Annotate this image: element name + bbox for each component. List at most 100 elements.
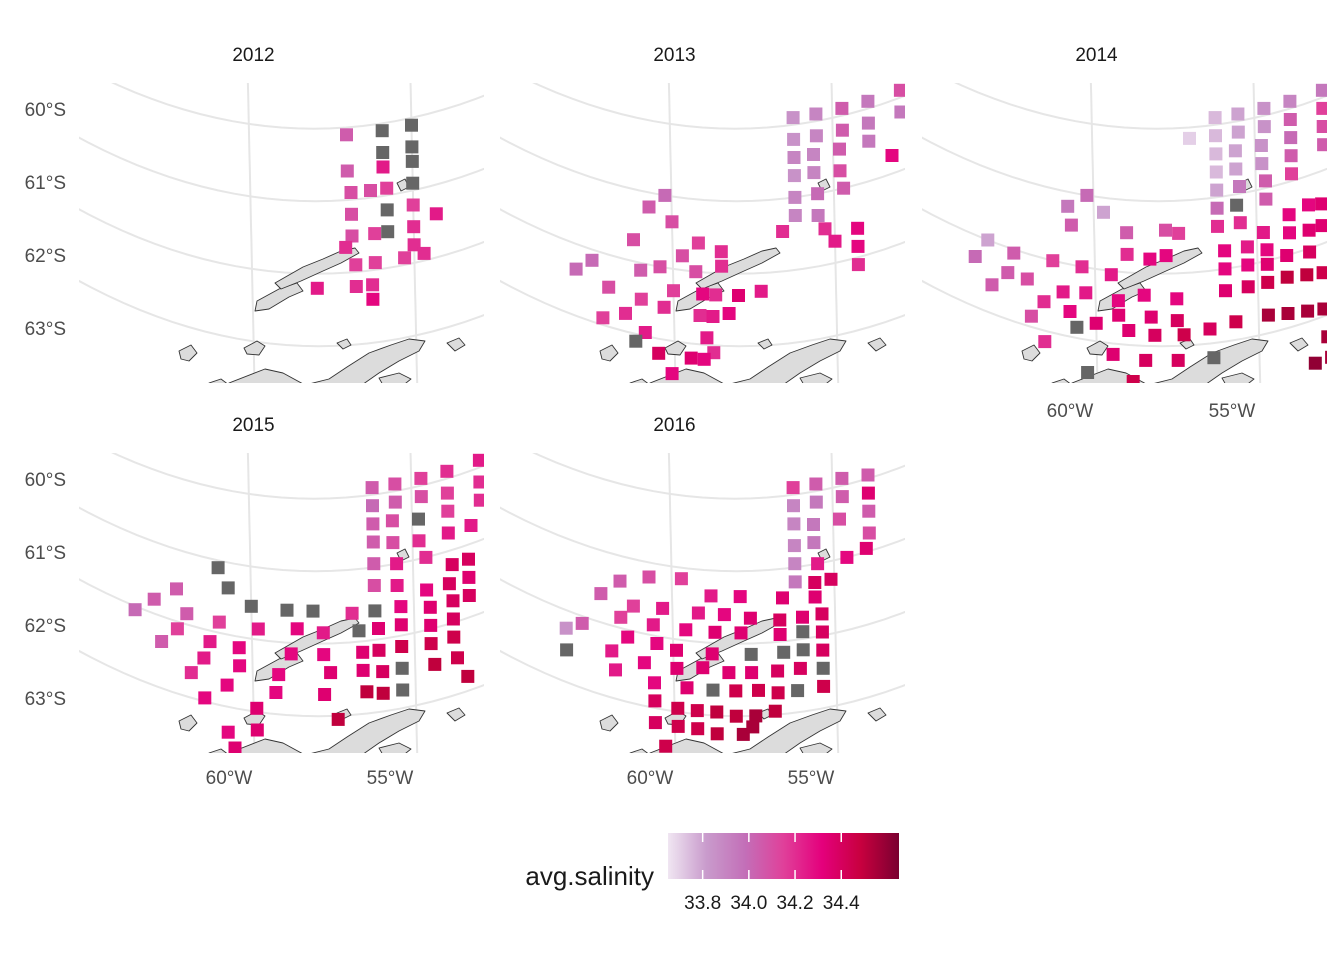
salinity-cell bbox=[1321, 330, 1327, 344]
salinity-cell bbox=[1257, 101, 1271, 115]
missing-cell bbox=[306, 604, 320, 618]
parallel-line bbox=[922, 279, 1327, 348]
salinity-cell bbox=[752, 683, 765, 697]
salinity-cell bbox=[609, 663, 622, 677]
salinity-cell bbox=[366, 535, 380, 549]
salinity-cell bbox=[787, 517, 801, 531]
salinity-cell bbox=[1261, 275, 1275, 289]
salinity-cell bbox=[1282, 208, 1296, 222]
salinity-cell bbox=[652, 346, 666, 360]
salinity-cell bbox=[498, 539, 511, 552]
salinity-cell bbox=[376, 686, 390, 700]
missing-cell bbox=[406, 176, 420, 190]
salinity-cell bbox=[793, 661, 807, 675]
salinity-cell bbox=[1170, 314, 1184, 328]
salinity-cell bbox=[729, 684, 743, 698]
salinity-cell bbox=[345, 207, 358, 221]
salinity-cell bbox=[1210, 201, 1224, 215]
salinity-cell bbox=[1143, 252, 1157, 266]
panel-2014: 2014 bbox=[922, 45, 1344, 383]
lon-label-60-panel-2016: 60°W bbox=[627, 768, 674, 789]
salinity-cell bbox=[613, 574, 627, 588]
salinity-cell bbox=[811, 187, 825, 201]
legend-tick-label: 33.8 bbox=[684, 893, 721, 914]
salinity-cell bbox=[386, 536, 400, 550]
salinity-cell bbox=[648, 694, 662, 708]
land-masses bbox=[178, 178, 466, 447]
salinity-cell bbox=[689, 265, 703, 279]
salinity-cell bbox=[1120, 226, 1134, 240]
salinity-cell bbox=[861, 94, 875, 108]
salinity-cell bbox=[771, 686, 785, 700]
salinity-cell bbox=[1218, 262, 1232, 276]
salinity-cell bbox=[1046, 254, 1060, 268]
salinity-cell bbox=[862, 504, 876, 518]
salinity-cell bbox=[488, 532, 501, 545]
lon-label-60-panel-2014: 60°W bbox=[1047, 401, 1094, 422]
salinity-cell bbox=[788, 209, 802, 222]
land-shape bbox=[599, 344, 619, 362]
salinity-cell bbox=[968, 250, 982, 263]
salinity-cell bbox=[657, 300, 671, 314]
salinity-cell bbox=[1333, 96, 1344, 109]
panel-2012: 2012 bbox=[79, 45, 484, 447]
panel-title-2016: 2016 bbox=[653, 415, 695, 436]
land-shape bbox=[336, 338, 352, 350]
salinity-cell bbox=[1260, 257, 1274, 271]
salinity-cell bbox=[807, 148, 820, 161]
salinity-cell bbox=[446, 594, 460, 608]
salinity-cell bbox=[284, 647, 298, 661]
salinity-cell bbox=[324, 666, 338, 680]
graticule bbox=[922, 83, 1327, 383]
salinity-cell bbox=[837, 181, 851, 195]
salinity-cell bbox=[861, 486, 875, 500]
salinity-cell bbox=[700, 331, 714, 345]
salinity-cell bbox=[835, 123, 849, 137]
missing-cell bbox=[560, 643, 574, 657]
lat-label-62-bottom: 62°S bbox=[25, 616, 66, 637]
missing-cell bbox=[493, 614, 506, 627]
salinity-cell bbox=[198, 691, 212, 705]
meridian-line bbox=[667, 83, 677, 383]
salinity-cell bbox=[787, 132, 801, 146]
salinity-cell bbox=[398, 251, 412, 265]
salinity-cell bbox=[670, 661, 684, 675]
salinity-cell bbox=[1283, 113, 1297, 126]
salinity-cell bbox=[490, 473, 503, 486]
salinity-cell bbox=[835, 471, 849, 485]
salinity-cell bbox=[861, 116, 875, 130]
salinity-cell bbox=[816, 643, 830, 657]
missing-cell bbox=[244, 599, 258, 613]
land-shape bbox=[867, 707, 887, 722]
salinity-cell bbox=[1316, 120, 1327, 133]
salinity-cell bbox=[745, 666, 759, 680]
salinity-cell bbox=[602, 280, 616, 294]
salinity-cell bbox=[1020, 272, 1034, 286]
salinity-cell bbox=[1120, 247, 1134, 261]
salinity-cell bbox=[833, 142, 846, 156]
salinity-cell bbox=[1106, 347, 1120, 361]
salinity-cell bbox=[1061, 199, 1075, 213]
graticule bbox=[500, 83, 905, 383]
salinity-cell bbox=[833, 512, 846, 526]
salinity-cell bbox=[1056, 285, 1070, 299]
salinity-cell bbox=[667, 284, 680, 298]
salinity-cell bbox=[128, 603, 142, 617]
land-shape bbox=[800, 389, 826, 409]
land-shape bbox=[419, 427, 453, 447]
salinity-cell bbox=[356, 645, 370, 659]
salinity-cell bbox=[835, 101, 849, 115]
salinity-cell bbox=[706, 310, 720, 323]
salinity-cell bbox=[1261, 308, 1275, 322]
salinity-cell bbox=[776, 225, 790, 238]
salinity-cell bbox=[1075, 260, 1089, 274]
salinity-cell bbox=[559, 621, 573, 635]
missing-cell bbox=[1230, 198, 1244, 212]
salinity-cell bbox=[1231, 125, 1245, 139]
salinity-cell bbox=[656, 601, 670, 615]
salinity-cell bbox=[705, 647, 719, 661]
panel-2016: 2016 bbox=[500, 415, 905, 753]
salinity-cell bbox=[908, 122, 921, 135]
salinity-cell bbox=[709, 288, 723, 302]
salinity-cell bbox=[569, 262, 583, 276]
